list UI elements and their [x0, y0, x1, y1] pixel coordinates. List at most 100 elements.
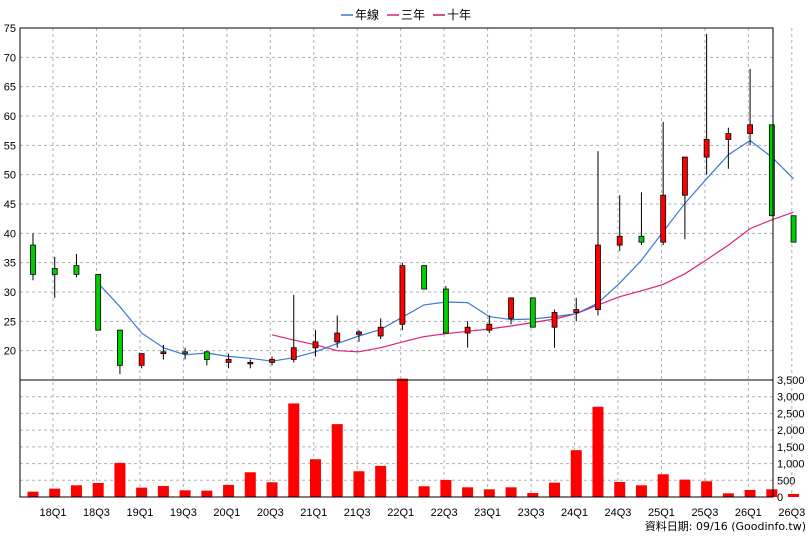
candle-body [464, 326, 471, 334]
x-tick-label: 19Q1 [126, 507, 153, 519]
volume-bar [679, 479, 691, 497]
price-tick-label: 45 [4, 199, 16, 211]
price-tick-label: 35 [4, 258, 16, 270]
x-tick-label: 24Q1 [561, 507, 588, 519]
candle-body [334, 332, 341, 343]
volume-bar [570, 450, 582, 497]
x-tick-label: 18Q3 [83, 507, 110, 519]
candle-body [182, 351, 189, 354]
x-tick-label: 18Q1 [40, 507, 67, 519]
candle-body [30, 244, 36, 275]
volume-bar [440, 479, 452, 497]
candle-body [51, 268, 58, 275]
volume-bars [27, 378, 800, 497]
price-tick-label: 75 [4, 23, 16, 35]
volume-bar [592, 406, 604, 497]
volume-bar [635, 485, 647, 497]
x-tick-label: 25Q3 [691, 507, 718, 519]
price-plot-frame [19, 27, 774, 381]
volume-tick-label: 2,500 [777, 408, 805, 420]
candle-body [203, 351, 210, 360]
data-credit: 資料日期: 09/16 (Goodinfo.tw) [645, 519, 806, 533]
volume-bar [136, 487, 148, 497]
volume-bar [92, 482, 104, 497]
candle-body [682, 156, 688, 196]
x-tick-label: 20Q3 [257, 507, 284, 519]
volume-plot-frame [19, 379, 774, 498]
volume-tick-label: 2,000 [777, 425, 805, 437]
candle-body [747, 124, 753, 135]
price-tick-label: 60 [4, 111, 16, 123]
x-tick-label: 24Q3 [605, 507, 632, 519]
volume-bar [49, 488, 61, 497]
candle-body [399, 265, 406, 325]
grid-lines [20, 27, 793, 498]
volume-bar [27, 491, 39, 497]
x-tick-label: 25Q1 [648, 507, 675, 519]
price-tick-label: 65 [4, 82, 16, 94]
volume-bar [788, 493, 800, 497]
candle-body [138, 353, 145, 366]
candle-body [616, 235, 623, 246]
candle-body [768, 124, 775, 217]
candle-body [247, 361, 254, 365]
volume-tick-label: 1,000 [777, 459, 805, 471]
candle-body [442, 288, 449, 334]
candle-body [117, 329, 123, 366]
candle-body [660, 194, 667, 243]
candles [30, 33, 797, 375]
legend-label: 三年 [401, 8, 425, 22]
candle-body [225, 359, 232, 363]
volume-bar [418, 486, 430, 497]
volume-tick-label: 500 [777, 475, 795, 487]
volume-bar [657, 474, 669, 497]
volume-bar [722, 493, 734, 497]
volume-tick-label: 3,000 [777, 392, 805, 404]
candle-body [486, 323, 493, 331]
candle-body [508, 297, 514, 319]
plot-frames [19, 27, 774, 498]
volume-tick-label: 0 [777, 492, 783, 504]
candle-body [595, 244, 601, 310]
candle-body [703, 139, 710, 158]
x-tick-label: 21Q1 [300, 507, 327, 519]
candle-body [551, 312, 558, 328]
volume-bar [70, 485, 82, 497]
price-tick-label: 30 [4, 287, 16, 299]
volume-bar [353, 471, 365, 497]
volume-bar [288, 403, 300, 497]
candle-body [95, 273, 102, 331]
candle-body [312, 341, 319, 349]
candle-body [529, 297, 536, 328]
volume-bar [266, 482, 278, 497]
volume-bar [223, 484, 235, 497]
x-tick-label: 26Q1 [735, 507, 762, 519]
price-tick-label: 55 [4, 140, 16, 152]
candle-body [356, 331, 362, 335]
candle-body [725, 133, 732, 140]
volume-bar [309, 459, 321, 497]
price-tick-label: 70 [4, 52, 16, 64]
volume-bar [462, 487, 474, 497]
volume-bar [179, 490, 191, 497]
price-axis-ticks: 75 70 65 60 55 50 45 40 35 30 25 20 [4, 23, 16, 358]
volume-bar [201, 490, 213, 497]
volume-bar [244, 472, 256, 497]
x-tick-label: 22Q3 [431, 507, 458, 519]
x-tick-label: 21Q3 [344, 507, 371, 519]
candle-body [377, 326, 384, 337]
candle-body [73, 265, 80, 275]
volume-bar [614, 481, 626, 497]
price-tick-label: 50 [4, 170, 16, 182]
candle-body [269, 359, 275, 363]
x-tick-label: 19Q3 [170, 507, 197, 519]
volume-bar [331, 424, 343, 497]
volume-tick-label: 3,500 [777, 375, 805, 387]
volume-tick-label: 1,500 [777, 442, 805, 454]
x-tick-label: 23Q3 [518, 507, 545, 519]
price-tick-label: 20 [4, 346, 16, 358]
volume-bar [375, 465, 387, 497]
legend-label: 年線 [355, 7, 379, 22]
volume-bar [527, 492, 539, 497]
